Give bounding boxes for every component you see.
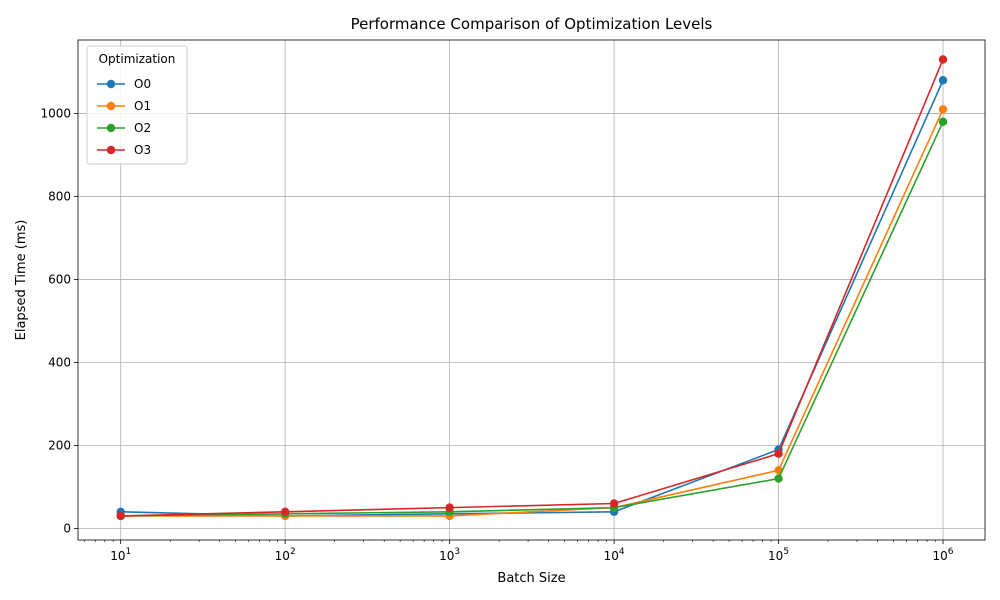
legend-entry: O3 [97, 143, 151, 157]
grid-lines [78, 40, 985, 540]
series-o3 [116, 55, 948, 521]
legend-marker [106, 123, 116, 133]
legend-entry: O2 [97, 121, 151, 135]
legend-title: Optimization [99, 52, 176, 66]
data-point [609, 499, 619, 508]
legend-label: O2 [134, 121, 151, 135]
data-point [774, 474, 783, 483]
data-point [445, 503, 454, 512]
data-point [280, 507, 290, 516]
legend-label: O3 [134, 143, 151, 157]
legend-entry: O1 [97, 99, 151, 113]
data-point [938, 105, 948, 114]
legend-label: O0 [134, 77, 151, 91]
y-tick-label: 200 [48, 438, 71, 452]
series-line [120, 121, 944, 517]
legend-marker [106, 145, 116, 155]
legend-box [86, 45, 188, 165]
legend-label: O1 [134, 99, 151, 113]
series-line [120, 59, 944, 517]
legend: Optimization O0 O1 O2 O3 [86, 45, 188, 165]
series-layer [116, 55, 948, 521]
y-tick-label: 400 [48, 355, 71, 369]
data-point [116, 511, 125, 521]
data-point [774, 449, 783, 458]
plot-frame [77, 39, 986, 541]
y-tick-label: 800 [48, 189, 71, 203]
data-point [938, 55, 948, 64]
y-tick-label: 1000 [40, 106, 71, 120]
legend-marker [106, 79, 116, 89]
legend-entry: O0 [97, 77, 151, 91]
data-point [938, 117, 948, 126]
x-axis-label: Batch Size [497, 571, 565, 586]
series-line [120, 108, 944, 517]
y-tick-label: 600 [48, 272, 71, 286]
y-axis-label: Elapsed Time (ms) [14, 220, 29, 341]
data-point [938, 76, 948, 85]
y-tick-label: 0 [63, 521, 71, 535]
legend-marker [106, 101, 116, 111]
chart-title: Performance Comparison of Optimization L… [351, 15, 713, 33]
